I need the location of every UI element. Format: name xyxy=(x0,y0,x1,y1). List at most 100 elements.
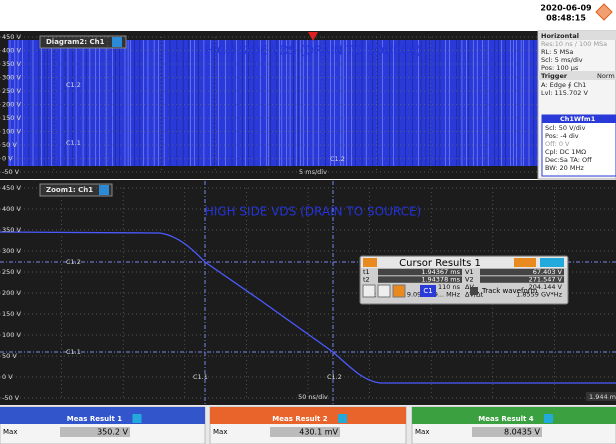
cursor-label: C1.2 xyxy=(66,81,81,89)
y-axis-label: 200 V xyxy=(2,101,21,109)
cursor-label: C1.2 xyxy=(330,155,345,163)
channel-title: Ch1Wfm1 xyxy=(560,115,596,123)
measurement-value: 350.2 V xyxy=(97,428,128,437)
value-field xyxy=(480,276,564,283)
close-button[interactable] xyxy=(338,414,347,423)
row-label: t1 xyxy=(363,268,370,276)
measurement-header xyxy=(210,407,406,424)
close-button[interactable] xyxy=(99,185,109,195)
channel-header xyxy=(542,115,616,123)
horizontal-line: Scl: 5 ms/div xyxy=(541,56,583,64)
cursor-label: C1.1 xyxy=(66,348,81,356)
time: 08:48:15 xyxy=(546,14,586,23)
channel-box[interactable] xyxy=(541,114,616,177)
y-axis-label: 250 V xyxy=(2,268,21,276)
zoom-title: HIGH SIDE VDS (DRAIN TO SOURCE) xyxy=(205,205,422,219)
row-label: t2 xyxy=(363,276,370,284)
channel-label: C1 xyxy=(423,287,432,295)
value-field xyxy=(378,276,462,283)
y-axis-label: 0 V xyxy=(2,373,13,381)
y-axis-label: 450 V xyxy=(2,184,21,192)
value-field xyxy=(60,427,130,437)
row-label: V2 xyxy=(465,276,474,284)
minimize-button[interactable] xyxy=(514,258,536,267)
channel-line: Dec:Sa TA: Off xyxy=(545,156,592,164)
channel-line: Pos: -4 div xyxy=(545,132,579,140)
y-axis-label: 50 V xyxy=(2,352,17,360)
horizontal-line: Res:10 ns / 100 MSa xyxy=(541,40,607,48)
channel-line: Off: 0 V xyxy=(545,140,570,148)
zoom-position: 1.944 ms xyxy=(589,393,616,401)
row-value: 271.547 V xyxy=(529,276,563,284)
channel-line: Scl: 50 V/div xyxy=(545,124,586,132)
measurement-title: Meas Result 1 xyxy=(67,415,123,423)
zoom-tab-label: Zoom1: Ch1 xyxy=(46,186,93,194)
row-value: 1.8559 GV*Hz xyxy=(516,291,562,299)
trigger-header xyxy=(538,71,616,80)
y-axis-label: 300 V xyxy=(2,74,21,82)
measurement-label: Max xyxy=(213,428,227,436)
horizontal-line: Pos: 100 µs xyxy=(541,64,579,72)
row-value: 1.94367 ms xyxy=(421,268,460,276)
close-button[interactable] xyxy=(540,258,564,267)
y-axis-label: 350 V xyxy=(2,226,21,234)
y-axis-label: 150 V xyxy=(2,310,21,318)
logo-icon xyxy=(595,3,613,21)
layout-button[interactable] xyxy=(362,284,376,298)
trigger-line: A: Edge ∮ Ch1 xyxy=(541,81,586,89)
cursor-label: C1.2 xyxy=(66,258,81,266)
value-field xyxy=(270,427,340,437)
date: 2020-06-09 xyxy=(540,4,592,13)
layout-button[interactable] xyxy=(377,284,391,298)
measurement-label: Max xyxy=(415,428,429,436)
trigger-line: Lvl: 115.702 V xyxy=(541,89,588,97)
measurement-bar: Meas Result 1 Max 350.2 V Meas Result 2 Max 4… xyxy=(0,405,616,444)
layout-button[interactable] xyxy=(392,284,406,298)
trigger-title: Trigger xyxy=(541,72,568,80)
measurement-value: 430.1 mV xyxy=(299,428,338,437)
diagram-panel: Diagram2: Ch1 HIGH SIDE VDS (DRAIN TO SO… xyxy=(0,31,540,179)
y-axis-label: -50 V xyxy=(2,168,20,176)
horizontal-header xyxy=(538,31,616,40)
dialog-title: Cursor Results 1 xyxy=(399,258,481,269)
measurement-value: 8.0435 V xyxy=(504,428,541,437)
close-button[interactable] xyxy=(544,414,553,423)
y-axis-label: -50 V xyxy=(2,394,20,402)
y-axis-label: 0 V xyxy=(2,155,13,163)
row-value: 204.144 V xyxy=(529,283,563,291)
row-label: V1 xyxy=(465,268,474,276)
channel-line: BW: 20 MHz xyxy=(545,164,584,172)
diagram-tab[interactable] xyxy=(39,35,127,49)
value-field xyxy=(378,268,462,276)
trigger-marker xyxy=(308,32,318,41)
y-axis-label: 250 V xyxy=(2,87,21,95)
y-axis-label: 150 V xyxy=(2,114,21,122)
measurement-header xyxy=(412,407,616,424)
header xyxy=(0,0,616,31)
close-button[interactable] xyxy=(112,37,122,47)
channel-button[interactable] xyxy=(420,285,436,297)
y-axis-label: 350 V xyxy=(2,60,21,68)
close-button[interactable] xyxy=(132,414,142,423)
measurement-title: Meas Result 4 xyxy=(478,415,534,423)
row-value: 110 ns xyxy=(438,283,461,291)
y-axis-label: 100 V xyxy=(2,331,21,339)
row-value: 67.403 V xyxy=(533,268,563,276)
trigger-mode: Norm xyxy=(597,72,615,80)
zoom-tab[interactable] xyxy=(39,183,113,197)
row-value: 1.94378 ms xyxy=(421,276,460,284)
y-axis-label: 100 V xyxy=(2,128,21,136)
tool-icon[interactable] xyxy=(363,258,377,267)
track-checkbox[interactable] xyxy=(470,287,478,295)
y-axis-label: 400 V xyxy=(2,47,21,55)
diagram-scale: 5 ms/div xyxy=(299,168,327,176)
position-box xyxy=(586,392,616,401)
y-axis-label: 400 V xyxy=(2,205,21,213)
y-axis-label: 300 V xyxy=(2,247,21,255)
horizontal-line: RL: 5 MSa xyxy=(541,48,573,56)
side-panel: Horizontal Res:10 ns / 100 MSa RL: 5 MSa… xyxy=(537,30,616,180)
measurement-label: Max xyxy=(3,428,17,436)
y-axis-label: 450 V xyxy=(2,33,21,41)
waveform-envelope xyxy=(8,40,538,166)
